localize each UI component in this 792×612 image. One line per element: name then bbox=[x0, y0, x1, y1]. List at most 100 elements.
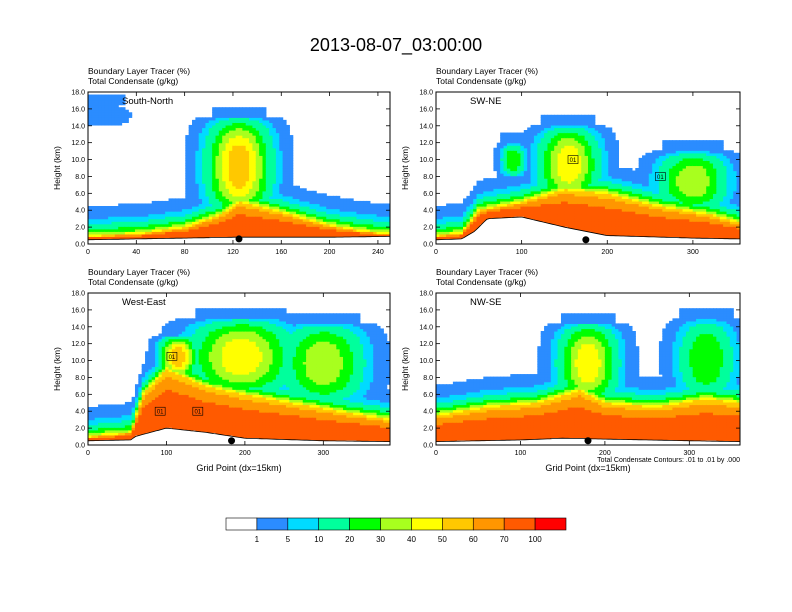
contour-note: Total Condensate Contours: .01 to .01 by… bbox=[597, 457, 740, 464]
y-tick-label: 6.0 bbox=[423, 191, 433, 198]
tracer-field: 01 01 01 bbox=[88, 293, 390, 445]
panel-south-north: 0.0 2.0 4.0 6.0 8.0 10.0 12.0 14.0 16.0 18.0 0 40 80… bbox=[52, 66, 391, 256]
y-tick-label: 4.0 bbox=[423, 208, 433, 215]
colorbar-swatch bbox=[380, 517, 412, 531]
panel-label: SW-NE bbox=[470, 96, 502, 107]
tracer-field bbox=[88, 92, 390, 244]
colorbar-swatch bbox=[318, 517, 350, 531]
x-tick-label: 100 bbox=[515, 450, 527, 457]
plot-frame bbox=[87, 91, 391, 245]
panel-title-tracer: Boundary Layer Tracer (%) bbox=[88, 267, 190, 277]
panel-west-east: 01 01 01 0.0 2.0 4.0 6.0 8.0 10.0 12.0 14.0 16.0 18.… bbox=[52, 267, 391, 473]
panel-title-tracer: Boundary Layer Tracer (%) bbox=[436, 267, 538, 277]
colorbar-swatch bbox=[503, 517, 536, 531]
colorbar-swatch bbox=[411, 517, 443, 531]
x-tick-label: 120 bbox=[227, 249, 239, 256]
x-axis-label: Grid Point (dx=15km) bbox=[196, 463, 281, 473]
x-tick-label: 0 bbox=[86, 450, 90, 457]
y-tick-label: 12.0 bbox=[71, 140, 85, 147]
tracer-field bbox=[436, 293, 740, 445]
y-tick-label: 2.0 bbox=[423, 225, 433, 232]
y-tick-label: 4.0 bbox=[75, 208, 85, 215]
x-tick-label: 0 bbox=[434, 450, 438, 457]
contour-label: 01 bbox=[570, 158, 577, 164]
y-tick-label: 16.0 bbox=[419, 106, 433, 113]
panel-label: South-North bbox=[122, 96, 173, 107]
colorbar-swatch bbox=[349, 517, 381, 531]
y-tick-label: 8.0 bbox=[75, 375, 85, 382]
plot-frame bbox=[87, 292, 391, 446]
colorbar-label: 30 bbox=[376, 535, 385, 544]
figure-title: 2013-08-07_03:00:00 bbox=[310, 35, 482, 56]
y-tick-label: 10.0 bbox=[71, 358, 85, 365]
y-tick-label: 6.0 bbox=[423, 392, 433, 399]
colorbar-swatch bbox=[287, 517, 320, 531]
colorbar-swatch bbox=[534, 517, 567, 531]
panel-title-tracer: Boundary Layer Tracer (%) bbox=[88, 66, 190, 76]
y-tick-label: 0.0 bbox=[423, 242, 433, 249]
x-tick-label: 240 bbox=[372, 249, 384, 256]
contour-label: 01 bbox=[657, 175, 664, 181]
y-tick-label: 18.0 bbox=[71, 90, 85, 97]
y-tick-label: 10.0 bbox=[419, 157, 433, 164]
x-tick-label: 200 bbox=[239, 450, 251, 457]
colorbar-label: 40 bbox=[407, 535, 416, 544]
colorbar-swatch bbox=[225, 517, 258, 531]
x-tick-label: 300 bbox=[683, 450, 695, 457]
y-tick-label: 12.0 bbox=[71, 341, 85, 348]
y-tick-label: 18.0 bbox=[419, 291, 433, 298]
y-tick-label: 2.0 bbox=[423, 426, 433, 433]
panel-label: West-East bbox=[122, 297, 166, 308]
y-tick-label: 8.0 bbox=[423, 174, 433, 181]
y-tick-label: 16.0 bbox=[419, 307, 433, 314]
colorbar-label: 10 bbox=[314, 535, 323, 544]
panel-nw-se: 0.0 2.0 4.0 6.0 8.0 10.0 12.0 14.0 16.0 18.0 0 100 2… bbox=[400, 267, 741, 473]
x-tick-label: 200 bbox=[599, 450, 611, 457]
y-tick-label: 0.0 bbox=[423, 443, 433, 450]
panel-sw-ne: 01010.02.04.06.08.010.012.014.016.018.00… bbox=[400, 66, 741, 256]
tracer-field: 01 01 bbox=[436, 92, 740, 244]
panel-title-condensate: Total Condensate (g/kg) bbox=[436, 277, 526, 287]
x-tick-label: 300 bbox=[317, 450, 329, 457]
panel-label: NW-SE bbox=[470, 297, 502, 308]
x-tick-label: 200 bbox=[324, 249, 336, 256]
y-tick-label: 14.0 bbox=[71, 123, 85, 130]
x-tick-label: 160 bbox=[275, 249, 287, 256]
colorbar-label: 5 bbox=[286, 535, 291, 544]
x-tick-label: 0 bbox=[86, 249, 90, 256]
y-tick-label: 16.0 bbox=[71, 307, 85, 314]
location-marker bbox=[235, 235, 243, 243]
y-tick-label: 6.0 bbox=[75, 392, 85, 399]
y-tick-label: 8.0 bbox=[423, 375, 433, 382]
y-axis-label: Height (km) bbox=[52, 146, 62, 190]
x-tick-label: 80 bbox=[181, 249, 189, 256]
y-tick-label: 6.0 bbox=[75, 191, 85, 198]
x-tick-label: 0 bbox=[434, 249, 438, 256]
panels: 0.0 2.0 4.0 6.0 8.0 10.0 12.0 14.0 16.0 18.0 0 40 80… bbox=[52, 66, 741, 473]
plot-frame bbox=[435, 91, 741, 245]
y-axis-label: Height (km) bbox=[400, 347, 410, 391]
y-tick-label: 2.0 bbox=[75, 426, 85, 433]
colorbar-swatch bbox=[442, 517, 474, 531]
y-tick-label: 14.0 bbox=[419, 123, 433, 130]
location-marker bbox=[228, 437, 236, 445]
y-tick-label: 0.0 bbox=[75, 443, 85, 450]
y-tick-label: 4.0 bbox=[423, 409, 433, 416]
contour-label: 01 bbox=[194, 410, 201, 416]
y-tick-label: 14.0 bbox=[419, 324, 433, 331]
colorbar-label: 70 bbox=[500, 535, 509, 544]
y-axis-label: Height (km) bbox=[400, 146, 410, 190]
location-marker bbox=[584, 437, 592, 445]
y-tick-label: 10.0 bbox=[71, 157, 85, 164]
panel-title-condensate: Total Condensate (g/kg) bbox=[436, 76, 526, 86]
y-tick-label: 16.0 bbox=[71, 106, 85, 113]
y-tick-label: 12.0 bbox=[419, 140, 433, 147]
location-marker bbox=[582, 236, 590, 244]
colorbar-label: 60 bbox=[469, 535, 478, 544]
x-tick-label: 40 bbox=[132, 249, 140, 256]
y-tick-label: 12.0 bbox=[419, 341, 433, 348]
colorbar-swatch bbox=[256, 517, 289, 531]
contour-label: 01 bbox=[169, 355, 176, 361]
colorbar-label: 20 bbox=[345, 535, 354, 544]
